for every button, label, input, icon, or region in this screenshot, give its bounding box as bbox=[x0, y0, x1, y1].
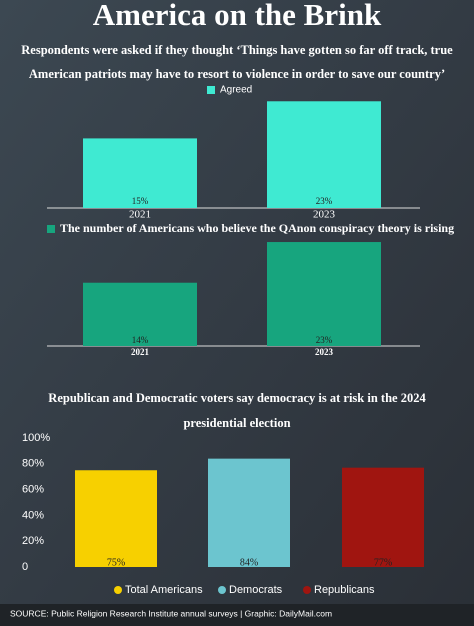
y-tick-label: 40% bbox=[22, 509, 44, 521]
value-label: 84% bbox=[240, 557, 258, 568]
x-tick-label: 2021 bbox=[131, 347, 150, 357]
legend-swatch bbox=[218, 586, 226, 594]
x-tick-label: 2021 bbox=[129, 209, 151, 221]
legend-label: Democrats bbox=[229, 584, 283, 596]
bar bbox=[267, 101, 381, 208]
source: SOURCE: Public Religion Research Institu… bbox=[10, 608, 332, 618]
legend-swatch bbox=[47, 225, 55, 233]
legend-swatch bbox=[303, 586, 311, 594]
bar bbox=[208, 458, 290, 567]
y-tick-label: 20% bbox=[22, 535, 44, 547]
x-tick-label: 2023 bbox=[313, 209, 336, 221]
value-label: 14% bbox=[132, 335, 149, 345]
legend-swatch bbox=[114, 586, 122, 594]
bar bbox=[83, 138, 197, 208]
chart-title: Republican and Democratic voters say dem… bbox=[48, 391, 426, 405]
value-label: 77% bbox=[374, 557, 392, 568]
legend-label: Agreed bbox=[220, 85, 252, 96]
y-tick-label: 80% bbox=[22, 458, 44, 470]
y-tick-label: 0 bbox=[22, 561, 28, 573]
x-tick-label: 2023 bbox=[315, 347, 334, 357]
chart-title: Respondents were asked if they thought ‘… bbox=[21, 43, 453, 57]
legend-label: Total Americans bbox=[125, 584, 203, 596]
bar bbox=[267, 242, 381, 346]
bar bbox=[342, 467, 424, 567]
legend-label: Republicans bbox=[314, 584, 375, 596]
page-title: America on the Brink bbox=[93, 0, 382, 32]
chart-title: presidential election bbox=[183, 416, 290, 430]
bar bbox=[83, 282, 197, 346]
y-tick-label: 60% bbox=[22, 484, 44, 496]
value-label: 23% bbox=[316, 335, 333, 345]
value-label: 23% bbox=[316, 196, 333, 206]
value-label: 75% bbox=[107, 557, 125, 568]
legend-swatch bbox=[207, 86, 215, 94]
legend-label: The number of Americans who believe the … bbox=[60, 221, 454, 235]
bar bbox=[75, 470, 157, 567]
value-label: 15% bbox=[132, 196, 149, 206]
footer-strip bbox=[0, 604, 474, 626]
y-tick-label: 100% bbox=[22, 432, 50, 444]
chart-title: American patriots may have to resort to … bbox=[29, 67, 445, 81]
